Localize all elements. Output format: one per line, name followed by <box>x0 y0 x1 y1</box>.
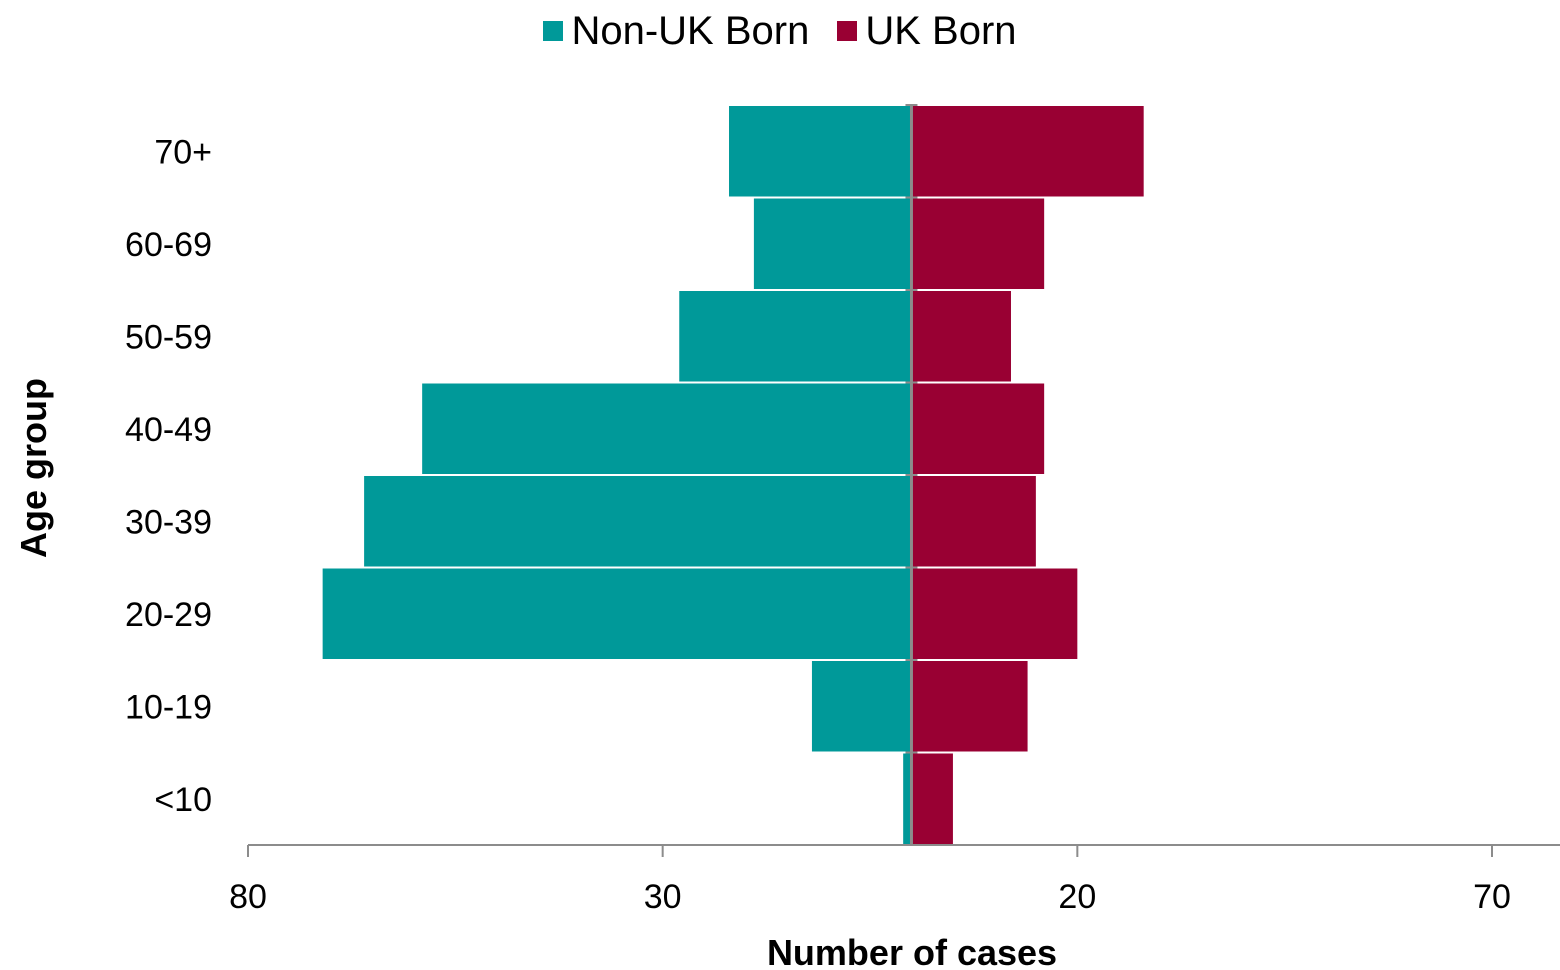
bar-non-uk-born-50-59 <box>679 291 912 382</box>
y-tick-label: 30-39 <box>125 503 212 541</box>
legend-item-uk-born: UK Born <box>837 8 1017 54</box>
y-tick-label: 50-59 <box>125 318 212 356</box>
x-tick-label: 30 <box>644 878 682 916</box>
legend-label-uk-born: UK Born <box>865 8 1017 53</box>
axes-layer: <10 10-19 20-29 30-39 40-49 50-59 60-69 70+ 80 30… <box>125 104 1560 916</box>
y-tick-label: 10-19 <box>125 688 212 726</box>
legend-swatch-non-uk-born <box>543 21 564 41</box>
y-tick-label: 40-49 <box>125 411 212 449</box>
legend-item-non-uk-born: Non-UK Born <box>543 9 809 54</box>
x-tick-label: 20 <box>1058 878 1096 916</box>
legend-label-non-uk-born: Non-UK Born <box>571 8 810 53</box>
bar-uk-born-40-49 <box>911 383 1045 474</box>
y-axis-title: Age group <box>13 378 54 558</box>
bar-uk-born-10-19 <box>911 661 1028 752</box>
bar-non-uk-born-30-39 <box>364 476 912 567</box>
x-axis-title: Number of cases <box>767 932 1057 970</box>
bar-non-uk-born-20-29 <box>322 568 912 659</box>
y-tick-label: <10 <box>154 781 212 819</box>
bar-non-uk-born-60-69 <box>753 198 912 289</box>
legend: Non-UK Born UK Born <box>0 6 1560 56</box>
bar-non-uk-born-10 <box>903 753 912 844</box>
y-tick-label: 60-69 <box>125 226 212 264</box>
bar-uk-born-20-29 <box>911 568 1078 659</box>
bar-uk-born-70 <box>911 106 1144 197</box>
bar-uk-born-30-39 <box>911 476 1036 567</box>
y-tick-label: 70+ <box>154 133 212 171</box>
bar-uk-born-50-59 <box>911 291 1011 382</box>
x-tick-label: 80 <box>229 878 267 916</box>
x-tick-label: 70 <box>1473 878 1511 916</box>
bar-uk-born-10 <box>911 753 953 844</box>
bar-non-uk-born-70 <box>729 106 912 197</box>
bar-non-uk-born-10-19 <box>811 661 912 752</box>
bar-uk-born-60-69 <box>911 198 1045 289</box>
legend-swatch-uk-born <box>837 21 858 41</box>
bar-non-uk-born-40-49 <box>422 383 912 474</box>
bars-layer <box>322 106 1144 844</box>
y-tick-label: 20-29 <box>125 596 212 634</box>
